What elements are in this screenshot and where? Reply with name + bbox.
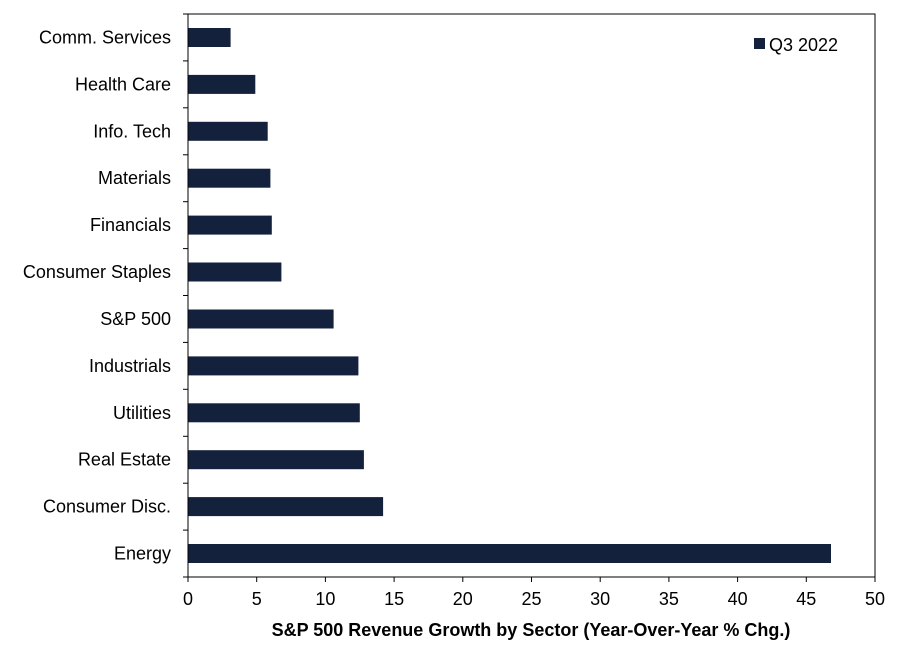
legend-label-q3-2022: Q3 2022 xyxy=(769,35,838,55)
x-tick-labels: 0 5 10 15 20 25 30 35 40 45 50 xyxy=(183,589,885,609)
category-label-consumer-staples: Consumer Staples xyxy=(23,262,171,282)
bar-consumer-staples xyxy=(188,262,282,282)
x-tick-label-50: 50 xyxy=(865,589,885,609)
category-label-utilities: Utilities xyxy=(113,403,171,423)
bar-industrials xyxy=(188,356,359,376)
bars-layer xyxy=(188,28,831,563)
x-tick-label-0: 0 xyxy=(183,589,193,609)
bar-materials xyxy=(188,168,271,188)
x-tick-label-45: 45 xyxy=(796,589,816,609)
bar-comm-services xyxy=(188,28,231,47)
x-tick-label-20: 20 xyxy=(453,589,473,609)
bar-financials xyxy=(188,215,272,235)
category-labels: Comm. Services Health Care Info. Tech Mater… xyxy=(23,28,171,564)
bar-consumer-disc xyxy=(188,497,384,517)
bar-utilities xyxy=(188,403,360,423)
axes xyxy=(183,13,876,582)
bar-info-tech xyxy=(188,121,268,141)
x-tick-label-40: 40 xyxy=(728,589,748,609)
category-label-info-tech: Info. Tech xyxy=(93,121,171,141)
x-tick-label-35: 35 xyxy=(659,589,679,609)
plot-frame xyxy=(187,13,876,578)
legend: Q3 2022 xyxy=(754,35,838,55)
legend-swatch xyxy=(754,38,765,49)
category-label-energy: Energy xyxy=(114,544,171,564)
bar-real-estate xyxy=(188,450,364,470)
bar-energy xyxy=(188,544,831,563)
category-label-financials: Financials xyxy=(90,215,171,235)
category-label-health-care: Health Care xyxy=(75,74,171,94)
category-label-real-estate: Real Estate xyxy=(78,450,171,470)
category-label-sandp-500: S&P 500 xyxy=(100,309,171,329)
bar-sandp-500 xyxy=(188,309,334,329)
x-tick-label-10: 10 xyxy=(315,589,335,609)
x-tick-label-25: 25 xyxy=(521,589,541,609)
x-tick-label-15: 15 xyxy=(384,589,404,609)
category-label-consumer-disc: Consumer Disc. xyxy=(43,497,171,517)
category-label-industrials: Industrials xyxy=(89,356,171,376)
x-tick-label-30: 30 xyxy=(590,589,610,609)
bar-health-care xyxy=(188,74,256,94)
x-tick-label-5: 5 xyxy=(252,589,262,609)
category-label-materials: Materials xyxy=(98,168,171,188)
category-label-comm-services: Comm. Services xyxy=(39,28,171,48)
x-axis-title: S&P 500 Revenue Growth by Sector (Year-O… xyxy=(272,620,791,640)
